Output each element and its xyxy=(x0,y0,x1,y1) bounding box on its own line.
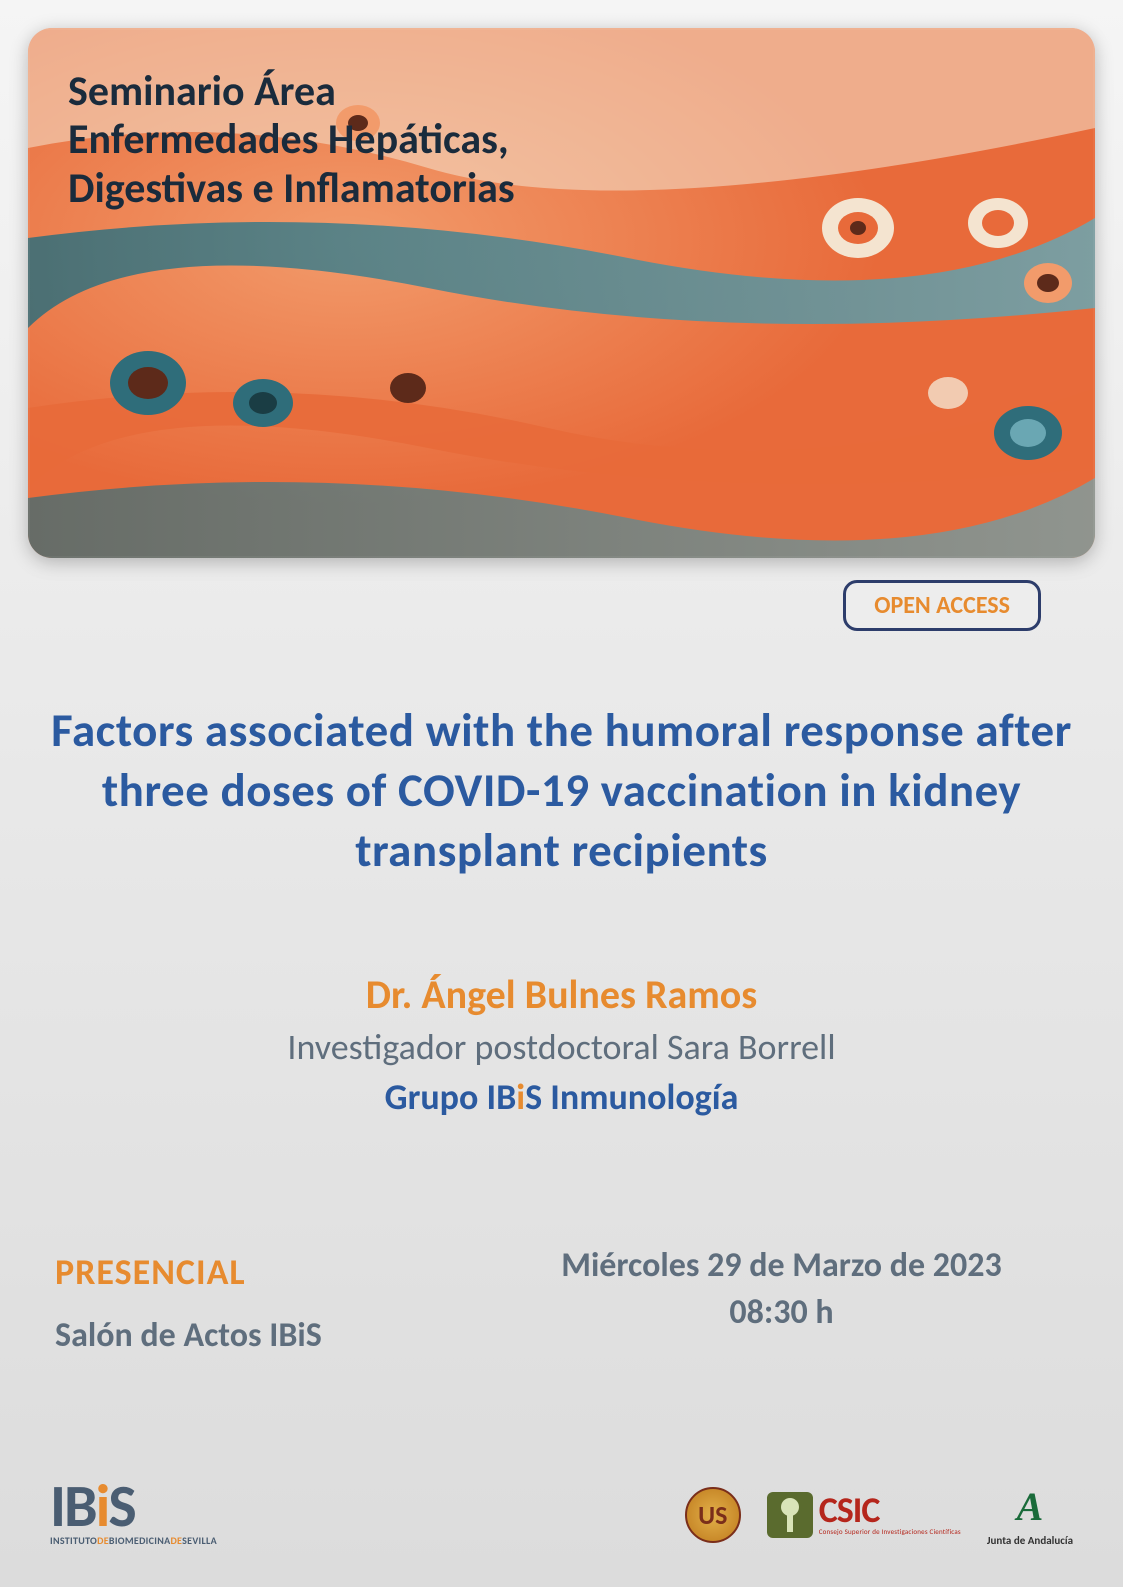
logo-ibis-w4: SEVILLA xyxy=(182,1534,217,1547)
group-accent-i: i xyxy=(516,1075,525,1119)
logo-csic-text: CSIC Consejo Superior de Investigaciones… xyxy=(819,1494,961,1535)
logo-ibis-w1: DE xyxy=(97,1534,109,1547)
event-venue: Salón de Actos IBiS xyxy=(55,1315,322,1356)
speaker-name: Dr. Ángel Bulnes Ramos xyxy=(0,970,1123,1019)
speaker-role: Investigador postdoctoral Sara Borrell xyxy=(0,1025,1123,1069)
event-format: PRESENCIAL xyxy=(55,1250,246,1294)
partner-logos: US CSIC Consejo Superior de Investigacio… xyxy=(685,1483,1073,1547)
logo-junta-sub: Junta de Andalucía xyxy=(987,1534,1073,1547)
logo-ibis-sub: INSTITUTODEBIOMEDICINADESEVILLA xyxy=(50,1534,217,1547)
logo-ibis-w3: DE xyxy=(170,1534,182,1547)
logo-csic-sub: Consejo Superior de Investigaciones Cien… xyxy=(819,1527,961,1536)
logo-junta-andalucia: A Junta de Andalucía xyxy=(987,1483,1073,1547)
logo-csic-icon xyxy=(767,1492,813,1538)
logo-ibis-w0: INSTITUTO xyxy=(50,1534,97,1547)
logo-us-badge: US xyxy=(685,1487,741,1543)
seminar-category-title: Seminario Área Enfermedades Hepáticas, D… xyxy=(68,68,515,213)
group-suffix: S Inmunología xyxy=(525,1075,738,1119)
logo-ibis-dot: i xyxy=(96,1470,109,1543)
logo-ibis-pre: IB xyxy=(50,1470,96,1543)
event-date: Miércoles 29 de Marzo de 2023 xyxy=(500,1245,1063,1286)
hero-banner: Seminario Área Enfermedades Hepáticas, D… xyxy=(28,28,1095,558)
logo-ibis-mark: IBiS xyxy=(50,1480,135,1534)
logo-junta-mark: A xyxy=(1017,1483,1044,1530)
logo-row: IBiS INSTITUTODEBIOMEDICINADESEVILLA US … xyxy=(50,1480,1073,1547)
logo-universidad-sevilla: US xyxy=(685,1487,741,1543)
open-access-badge: OPEN ACCESS xyxy=(843,580,1041,631)
logo-ibis-post: S xyxy=(108,1470,134,1543)
speaker-group: Grupo IBiS Inmunología xyxy=(0,1075,1123,1119)
logo-csic-word: CSIC xyxy=(819,1494,961,1526)
event-time: 08:30 h xyxy=(500,1292,1063,1333)
logo-ibis: IBiS INSTITUTODEBIOMEDICINADESEVILLA xyxy=(50,1480,217,1547)
talk-title: Factors associated with the humoral resp… xyxy=(50,700,1073,880)
logo-ibis-w2: BIOMEDICINA xyxy=(109,1534,171,1547)
group-prefix: Grupo IB xyxy=(385,1075,517,1119)
logo-csic: CSIC Consejo Superior de Investigaciones… xyxy=(767,1492,961,1538)
